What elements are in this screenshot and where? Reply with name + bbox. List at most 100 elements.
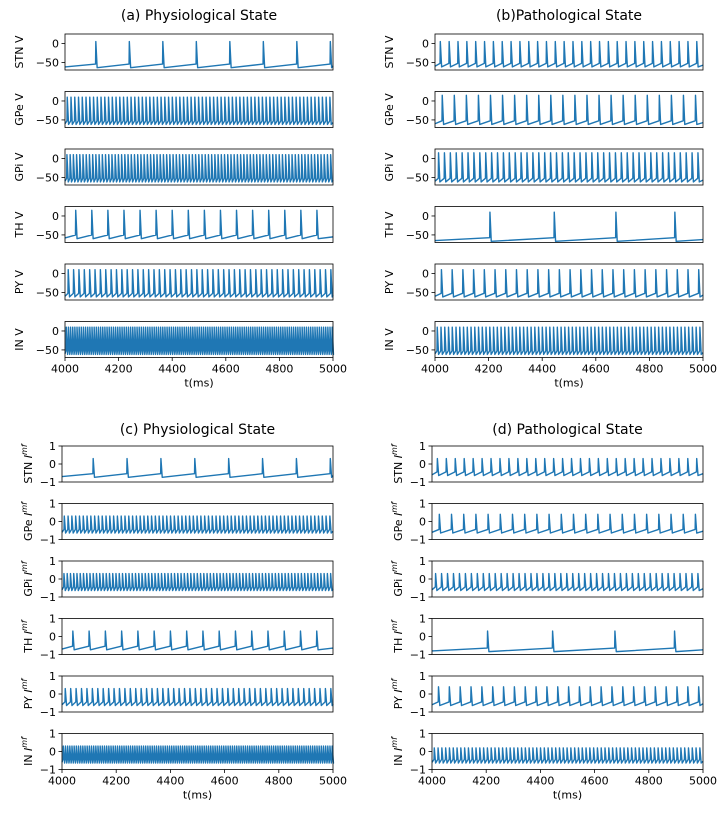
y-axis-label: GPi Imf [20,560,35,597]
trace-b-6 [434,326,704,356]
subplot-b-1: 0 −50 STN V [383,33,704,71]
axes-frame [64,148,334,186]
y-tick-label: −50 [36,56,59,69]
x-tick-label: 4200 [102,775,130,788]
trace-c-3 [61,572,334,592]
panel-b-title: (b)Pathological State [496,8,642,24]
y-tick-label: 0 [422,210,429,223]
y-axis-label: STN Imf [20,443,35,483]
y-tick-label: 0 [422,37,429,50]
y-tick-label: 0 [419,631,426,644]
subplot-c-6: 1 0 −1 IN Imf 4000 4200 4400 4600 4800 5000 t(ms) [20,728,347,802]
subplot-c-3: 1 0 −1 GPi Imf [20,555,334,604]
panel-d-title: (d) Pathological State [492,422,643,438]
panel-a-title: (a) Physiological State [121,8,277,24]
subplot-b-5: 0 −50 PY V [383,263,704,301]
y-axis-label: STN Imf [390,443,405,483]
trace-b-2 [434,94,704,126]
y-tick-label: −1 [410,534,426,547]
trace-a-5 [64,268,334,298]
y-tick-label: −50 [406,229,429,242]
y-tick-label: 0 [422,152,429,165]
y-axis-label: TH V [383,211,396,238]
trace-c-1 [61,457,334,479]
trace-a-2 [64,96,334,126]
y-tick-label: −1 [40,764,56,777]
axes-frame [431,503,704,540]
y-tick-label: 0 [422,95,429,108]
y-tick-label: −1 [40,534,56,547]
subplot-b-6: 0 −50 IN V 4000 4200 4400 4600 4800 5000 t(ms) [383,321,717,390]
y-tick-label: 1 [49,555,56,568]
trace-a-4 [64,209,334,240]
x-tick-label: 4800 [635,775,663,788]
y-axis-label: STN V [13,35,26,68]
y-tick-label: 0 [419,688,426,701]
y-tick-label: 0 [419,746,426,759]
y-axis-label: GPe Imf [20,501,35,541]
axes-frame [64,33,334,71]
y-tick-label: −50 [36,171,59,184]
y-tick-label: −1 [40,476,56,489]
x-tick-label: 4200 [472,775,500,788]
x-tick-label: 4400 [158,363,186,376]
trace-c-2 [61,515,334,534]
y-axis-label: STN V [383,35,396,68]
y-tick-label: −50 [406,114,429,127]
y-tick-label: −50 [36,286,59,299]
axes-frame [434,321,704,358]
trace-a-3 [64,153,334,183]
trace-d-2 [431,513,704,534]
y-tick-label: −1 [410,476,426,489]
subplot-a-1: 0 −50 STN V [13,33,334,71]
y-tick-label: −50 [406,171,429,184]
y-tick-label: −50 [36,344,59,357]
trace-d-4 [431,630,704,653]
x-tick-label: 4600 [582,363,610,376]
y-tick-label: −50 [36,229,59,242]
y-axis-label: TH V [13,211,26,238]
x-tick-label: 4600 [212,363,240,376]
trace-d-3 [431,572,704,592]
y-tick-label: −1 [410,649,426,662]
subplot-d-1: 1 0 −1 STN Imf [390,440,704,489]
axes-frame [434,206,704,243]
y-axis-label: GPi V [383,152,396,181]
subplot-d-5: 1 0 −1 PY Imf [390,670,704,719]
y-axis-label: IN V [383,328,396,351]
trace-c-5 [61,687,334,707]
y-axis-label: GPi Imf [390,560,405,597]
y-tick-label: 0 [49,631,56,644]
y-axis-label: GPe V [13,93,26,126]
subplot-c-2: 1 0 −1 GPe Imf [20,498,334,547]
axes-frame [434,91,704,128]
y-tick-label: 1 [49,498,56,511]
trace-d-6 [431,747,704,764]
y-tick-label: 1 [49,670,56,683]
trace-b-4 [434,211,704,243]
subplot-c-5: 1 0 −1 PY Imf [20,670,334,719]
axes-frame [64,91,334,128]
y-tick-label: 0 [49,516,56,529]
trace-b-5 [434,268,704,298]
y-tick-label: 0 [419,516,426,529]
y-tick-label: 0 [52,95,59,108]
axes-frame [64,263,334,301]
x-axis-label: t(ms) [553,789,582,802]
x-tick-label: 4000 [421,363,449,376]
y-axis-label: GPe Imf [390,501,405,541]
x-tick-label: 4000 [418,775,446,788]
y-tick-label: 0 [49,688,56,701]
axes-frame [64,206,334,243]
x-tick-label: 4400 [526,775,554,788]
y-tick-label: 0 [422,267,429,280]
y-axis-label: PY V [383,269,396,294]
y-axis-label: PY V [13,269,26,294]
y-tick-label: 0 [52,152,59,165]
x-tick-label: 4400 [528,363,556,376]
trace-a-6 [64,326,335,356]
y-tick-label: 1 [419,498,426,511]
y-axis-label: PY Imf [20,678,35,710]
subplot-b-4: 0 −50 TH V [383,206,704,243]
y-axis-label: IN Imf [20,736,35,766]
